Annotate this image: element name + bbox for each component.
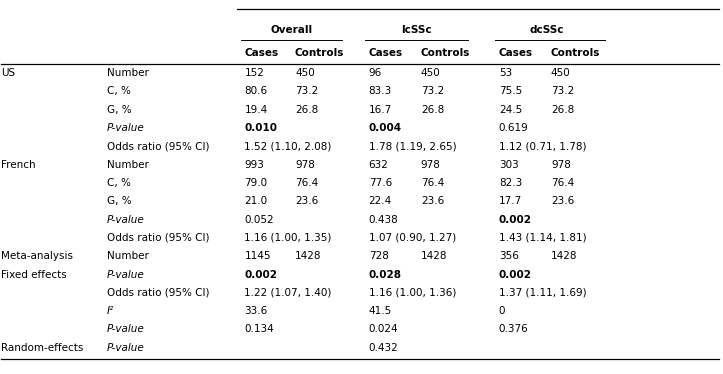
Text: 978: 978 (295, 160, 315, 169)
Text: 0.002: 0.002 (499, 270, 532, 279)
Text: 356: 356 (499, 251, 518, 261)
Text: 0.004: 0.004 (369, 123, 402, 133)
Text: Controls: Controls (421, 48, 470, 58)
Text: 82.3: 82.3 (499, 178, 522, 188)
Text: Odds ratio (95% CI): Odds ratio (95% CI) (107, 288, 210, 298)
Text: Odds ratio (95% CI): Odds ratio (95% CI) (107, 233, 210, 243)
Text: 73.2: 73.2 (421, 86, 444, 96)
Text: 1428: 1428 (421, 251, 448, 261)
Text: Number: Number (107, 251, 149, 261)
Text: P-value: P-value (107, 270, 145, 279)
Text: lcSSc: lcSSc (401, 25, 432, 35)
Text: 23.6: 23.6 (551, 196, 574, 206)
Text: Odds ratio (95% CI): Odds ratio (95% CI) (107, 141, 210, 151)
Text: 1428: 1428 (295, 251, 322, 261)
Text: dcSSc: dcSSc (529, 25, 564, 35)
Text: P-value: P-value (107, 325, 145, 334)
Text: Controls: Controls (551, 48, 600, 58)
Text: 1.07 (0.90, 1.27): 1.07 (0.90, 1.27) (369, 233, 456, 243)
Text: 1.52 (1.10, 2.08): 1.52 (1.10, 2.08) (244, 141, 332, 151)
Text: 1.43 (1.14, 1.81): 1.43 (1.14, 1.81) (499, 233, 586, 243)
Text: G, %: G, % (107, 105, 132, 114)
Text: Overall: Overall (270, 25, 312, 35)
Text: 83.3: 83.3 (369, 86, 392, 96)
Text: Fixed effects: Fixed effects (1, 270, 67, 279)
Text: 16.7: 16.7 (369, 105, 392, 114)
Text: 22.4: 22.4 (369, 196, 392, 206)
Text: 450: 450 (295, 68, 315, 78)
Text: 41.5: 41.5 (369, 306, 392, 316)
Text: 632: 632 (369, 160, 388, 169)
Text: 303: 303 (499, 160, 518, 169)
Text: 17.7: 17.7 (499, 196, 522, 206)
Text: 1145: 1145 (244, 251, 271, 261)
Text: 0.028: 0.028 (369, 270, 402, 279)
Text: 96: 96 (369, 68, 382, 78)
Text: 152: 152 (244, 68, 264, 78)
Text: 1.16 (1.00, 1.35): 1.16 (1.00, 1.35) (244, 233, 332, 243)
Text: C, %: C, % (107, 178, 131, 188)
Text: Meta-analysis: Meta-analysis (1, 251, 74, 261)
Text: 978: 978 (421, 160, 440, 169)
Text: 0.010: 0.010 (244, 123, 278, 133)
Text: 450: 450 (551, 68, 570, 78)
Text: 77.6: 77.6 (369, 178, 392, 188)
Text: 80.6: 80.6 (244, 86, 268, 96)
Text: Random-effects: Random-effects (1, 343, 84, 353)
Text: 1.12 (0.71, 1.78): 1.12 (0.71, 1.78) (499, 141, 586, 151)
Text: 0: 0 (499, 306, 505, 316)
Text: 26.8: 26.8 (421, 105, 444, 114)
Text: 76.4: 76.4 (551, 178, 574, 188)
Text: 0.024: 0.024 (369, 325, 398, 334)
Text: 76.4: 76.4 (421, 178, 444, 188)
Text: C, %: C, % (107, 86, 131, 96)
Text: 26.8: 26.8 (295, 105, 318, 114)
Text: 33.6: 33.6 (244, 306, 268, 316)
Text: 79.0: 79.0 (244, 178, 268, 188)
Text: Cases: Cases (244, 48, 278, 58)
Text: 23.6: 23.6 (295, 196, 318, 206)
Text: 1.22 (1.07, 1.40): 1.22 (1.07, 1.40) (244, 288, 332, 298)
Text: 0.432: 0.432 (369, 343, 398, 353)
Text: 76.4: 76.4 (295, 178, 318, 188)
Text: US: US (1, 68, 16, 78)
Text: 0.002: 0.002 (499, 215, 532, 224)
Text: 73.2: 73.2 (295, 86, 318, 96)
Text: 0.376: 0.376 (499, 325, 529, 334)
Text: 23.6: 23.6 (421, 196, 444, 206)
Text: 24.5: 24.5 (499, 105, 522, 114)
Text: I²: I² (107, 306, 114, 316)
Text: 26.8: 26.8 (551, 105, 574, 114)
Text: P-value: P-value (107, 123, 145, 133)
Text: Number: Number (107, 160, 149, 169)
Text: 1.37 (1.11, 1.69): 1.37 (1.11, 1.69) (499, 288, 586, 298)
Text: 53: 53 (499, 68, 512, 78)
Text: 75.5: 75.5 (499, 86, 522, 96)
Text: 0.438: 0.438 (369, 215, 398, 224)
Text: 1.78 (1.19, 2.65): 1.78 (1.19, 2.65) (369, 141, 456, 151)
Text: 1.16 (1.00, 1.36): 1.16 (1.00, 1.36) (369, 288, 456, 298)
Text: P-value: P-value (107, 343, 145, 353)
Text: Number: Number (107, 68, 149, 78)
Text: P-value: P-value (107, 215, 145, 224)
Text: 1428: 1428 (551, 251, 578, 261)
Text: 0.002: 0.002 (244, 270, 278, 279)
Text: French: French (1, 160, 36, 169)
Text: Cases: Cases (369, 48, 403, 58)
Text: 450: 450 (421, 68, 440, 78)
Text: Cases: Cases (499, 48, 533, 58)
Text: 993: 993 (244, 160, 264, 169)
Text: 978: 978 (551, 160, 570, 169)
Text: 19.4: 19.4 (244, 105, 268, 114)
Text: 0.134: 0.134 (244, 325, 274, 334)
Text: 73.2: 73.2 (551, 86, 574, 96)
Text: G, %: G, % (107, 196, 132, 206)
Text: 728: 728 (369, 251, 388, 261)
Text: 21.0: 21.0 (244, 196, 268, 206)
Text: 0.619: 0.619 (499, 123, 529, 133)
Text: 0.052: 0.052 (244, 215, 274, 224)
Text: Controls: Controls (295, 48, 344, 58)
